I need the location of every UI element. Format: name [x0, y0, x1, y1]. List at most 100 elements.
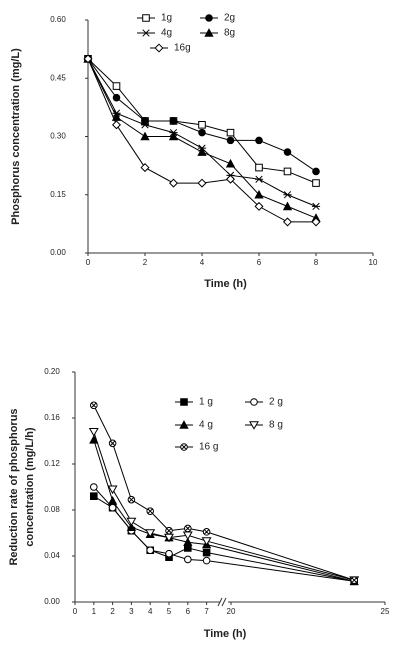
y-tick-label: 0.16 — [44, 413, 60, 422]
legend-marker — [180, 443, 188, 451]
y-axis-label: Phosphorus concentration (mg/L) — [10, 48, 22, 225]
x-axis-label: Time (h) — [204, 278, 247, 290]
x-tick-label: 20 — [227, 607, 236, 616]
legend-label: 1 g — [199, 397, 213, 408]
marker — [198, 121, 206, 129]
series-line — [87, 58, 316, 223]
legend-marker — [142, 14, 150, 22]
marker — [108, 503, 117, 512]
marker — [283, 148, 292, 156]
marker — [255, 136, 263, 145]
marker — [311, 217, 321, 227]
legend-marker — [179, 420, 189, 429]
marker — [198, 128, 206, 137]
y-tick-label: 0.30 — [50, 132, 66, 141]
x-tick-label: 4 — [200, 258, 205, 267]
y-tick-label: 0.15 — [50, 190, 66, 199]
marker — [88, 428, 99, 437]
marker — [140, 131, 150, 141]
marker — [226, 128, 235, 137]
y-tick-label: 0.04 — [44, 551, 60, 560]
x-tick-label: 0 — [86, 258, 91, 267]
marker — [83, 54, 93, 64]
y-axis-label: Reduction rate of phosphorus — [8, 408, 20, 565]
y-tick-label: 0.00 — [50, 248, 66, 257]
y-tick-label: 0.00 — [44, 597, 60, 606]
marker — [254, 201, 264, 211]
marker — [112, 93, 121, 102]
y-tick-label: 0.60 — [50, 15, 66, 24]
marker — [107, 495, 118, 505]
marker — [311, 202, 321, 211]
marker — [168, 178, 179, 188]
marker — [283, 167, 292, 176]
chart: 0.00 0.04 0.08 0.12 0.16 0.20 0 1 2 3 4 5 6 7 20 25 Time… — [8, 367, 390, 640]
x-tick-label: 25 — [381, 607, 390, 616]
marker — [169, 117, 178, 125]
y-tick-label: 0.20 — [44, 367, 60, 376]
marker — [127, 495, 136, 504]
marker — [90, 492, 98, 500]
x-tick-label: 3 — [129, 607, 134, 616]
x-tick-label: 2 — [143, 258, 148, 267]
legend-marker — [141, 29, 151, 37]
x-tick-label: 1 — [92, 607, 97, 616]
marker — [146, 546, 155, 554]
chart: 0.00 0.15 0.30 0.45 0.60 0 2 4 6 8 10 Time (h) Phosp… — [10, 13, 378, 290]
marker — [201, 537, 212, 546]
y-axis-label: concentration (mg/L/h) — [24, 427, 36, 547]
marker — [111, 120, 122, 130]
legend-marker — [154, 43, 164, 53]
y-tick-label: 0.45 — [50, 73, 66, 82]
legend-label: 16g — [174, 43, 191, 54]
marker — [197, 147, 207, 156]
legend-label: 16 g — [199, 442, 218, 453]
marker — [107, 485, 118, 495]
marker — [202, 548, 211, 557]
x-tick-label: 0 — [73, 607, 78, 616]
series-line — [93, 405, 355, 581]
marker — [225, 174, 236, 184]
marker — [197, 178, 207, 188]
marker — [165, 526, 173, 535]
marker — [202, 528, 211, 536]
marker — [282, 201, 293, 211]
marker — [141, 117, 149, 125]
series-line — [87, 58, 317, 219]
legend-label: 1g — [161, 13, 172, 24]
marker — [108, 439, 117, 448]
marker — [312, 167, 320, 176]
marker — [89, 401, 98, 410]
legend-marker — [249, 421, 259, 430]
marker — [183, 524, 192, 533]
x-tick-label: 6 — [186, 607, 191, 616]
marker — [202, 556, 211, 565]
marker — [89, 434, 99, 444]
axis-break — [217, 597, 227, 607]
marker — [282, 217, 293, 227]
legend-label: 4g — [161, 28, 172, 39]
legend-marker — [204, 28, 214, 37]
marker — [183, 537, 193, 546]
marker — [140, 163, 150, 173]
marker — [168, 131, 179, 141]
x-tick-label: 6 — [257, 258, 262, 267]
marker — [126, 522, 137, 532]
marker — [126, 517, 137, 527]
marker — [89, 483, 98, 491]
series-line — [93, 431, 355, 581]
marker — [112, 82, 121, 90]
legend-marker — [180, 398, 188, 406]
legend-label: 2 g — [269, 397, 283, 408]
x-tick-label: 10 — [369, 258, 378, 267]
marker — [165, 549, 173, 558]
marker — [254, 175, 264, 183]
legend-label: 8g — [224, 28, 235, 39]
marker — [255, 163, 263, 172]
x-tick-label: 5 — [167, 607, 172, 616]
marker — [225, 158, 236, 168]
x-tick-label: 8 — [314, 258, 319, 267]
legend-label: 8 g — [269, 420, 283, 431]
x-tick-label: 4 — [148, 607, 153, 616]
